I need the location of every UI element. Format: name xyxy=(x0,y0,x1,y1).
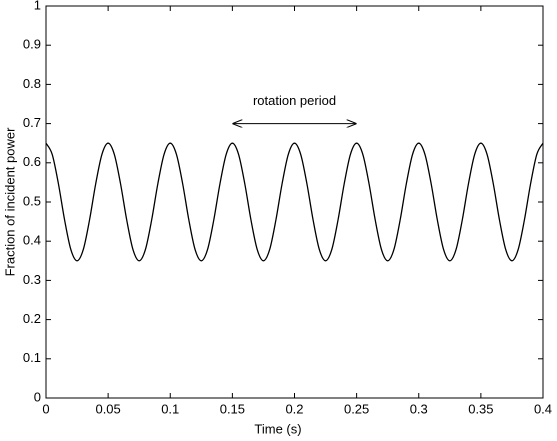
y-tick-label: 0.5 xyxy=(23,193,41,208)
y-tick-label: 0.2 xyxy=(23,311,41,326)
y-tick-label: 0.1 xyxy=(23,350,41,365)
y-tick-label: 0.9 xyxy=(23,37,41,52)
y-axis-label: Fraction of incident power xyxy=(2,127,17,277)
x-axis-label: Time (s) xyxy=(254,421,301,436)
x-tick-label: 0.05 xyxy=(95,401,120,416)
x-tick-label: 0.25 xyxy=(344,401,369,416)
x-tick-label: 0.4 xyxy=(534,401,552,416)
y-tick-label: 0.3 xyxy=(23,272,41,287)
x-tick-label: 0.15 xyxy=(220,401,245,416)
y-tick-label: 0.6 xyxy=(23,154,41,169)
y-tick-label: 0 xyxy=(34,389,41,404)
y-tick-label: 1 xyxy=(34,0,41,12)
line-series xyxy=(45,142,544,262)
x-tick-label: 0.2 xyxy=(285,401,303,416)
y-tick-label: 0.7 xyxy=(23,115,41,130)
x-tick-label: 0.1 xyxy=(161,401,179,416)
y-tick-label: 0.4 xyxy=(23,233,41,248)
annotation-text: rotation period xyxy=(253,93,336,108)
x-tick-label: 0.3 xyxy=(410,401,428,416)
y-tick-label: 0.8 xyxy=(23,76,41,91)
x-tick-label: 0 xyxy=(42,401,49,416)
x-tick-label: 0.35 xyxy=(468,401,493,416)
